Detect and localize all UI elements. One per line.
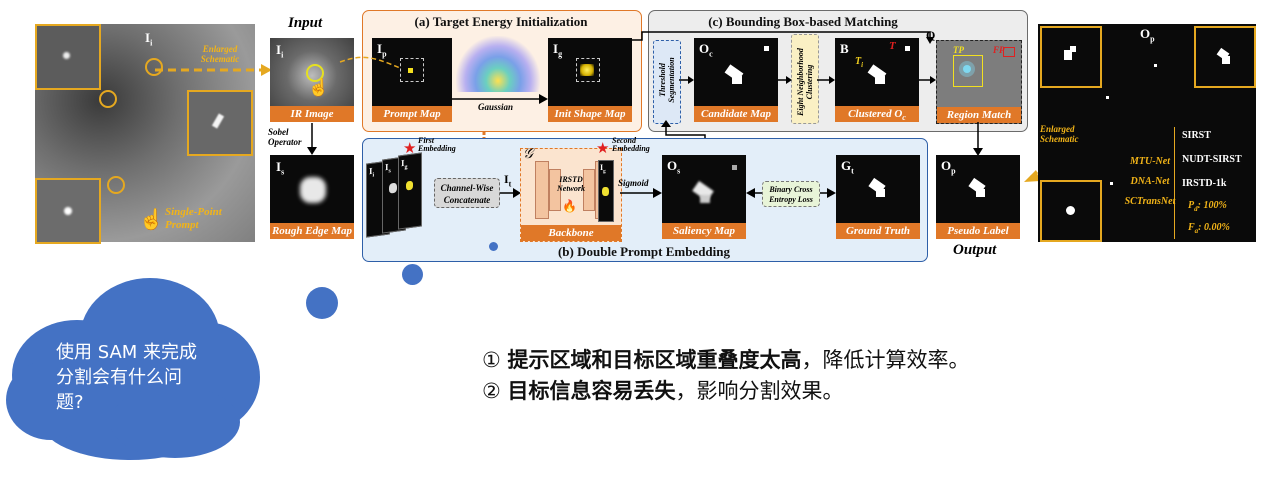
section-a-title: (a) Target Energy Initialization	[414, 14, 588, 29]
left-target-ring-2	[99, 90, 117, 108]
answers-list: ① 提示区域和目标区域重叠度太高，降低计算效率。 ② 目标信息容易丢失，影响分割…	[482, 345, 970, 407]
right-zoom-box-top-right	[1194, 26, 1256, 88]
section-b-title: (b) Double Prompt Embedding	[557, 244, 731, 259]
right-enlarged-label: Enlarged Schematic	[1040, 124, 1079, 144]
clustered-map-label: Clustered Oc	[835, 106, 919, 122]
pseudo-symbol: Op	[941, 158, 956, 176]
ir-image-label: IR Image	[270, 106, 354, 122]
right-output-panel: Op Enlarged Schematic MTU-Net DNA-Net SC…	[1038, 24, 1256, 242]
fp-label: FP	[993, 45, 1005, 55]
output-heading: Output	[953, 242, 997, 258]
left-zoom-box-top	[35, 24, 101, 90]
gaussian-label: Gaussian	[478, 102, 514, 112]
tp-label: TP	[953, 45, 964, 55]
eight-neighborhood-box: Eight Neighborhood Clustering	[791, 34, 819, 124]
hand-pointer-icon-small: ☝	[308, 78, 330, 97]
hand-pointer-icon: ☝	[139, 209, 164, 231]
gaussian-surface	[456, 36, 540, 92]
ground-truth-label: Ground Truth	[836, 223, 920, 239]
gt-symbol: Gt	[841, 158, 854, 176]
left-ir-panel: Ii Enlarged Schematic ☝ Single-Point Pro…	[35, 24, 255, 244]
thought-dot-small	[489, 242, 498, 251]
region-match-label: Region Match	[937, 107, 1021, 123]
loss-box: Binary Cross Entropy Loss	[762, 181, 820, 207]
ti-label: Ti	[855, 56, 864, 69]
ground-truth-thumb: Gt Ground Truth	[836, 155, 920, 239]
prompt-map-thumb: Ip Prompt Map	[372, 38, 452, 122]
rough-edge-thumb: Is Rough Edge Map	[270, 155, 354, 239]
dataset-sirst: SIRST	[1182, 130, 1211, 141]
pseudo-label-label: Pseudo Label	[936, 223, 1020, 239]
prompt-map-symbol: Ip	[377, 41, 387, 59]
rough-edge-label: Rough Edge Map	[270, 223, 354, 239]
datasets-list: SIRST NUDT-SIRST IRSTD-1k	[1182, 124, 1256, 196]
input-heading: Input	[288, 15, 323, 31]
init-shape-thumb: Ig Init Shape Map	[548, 38, 632, 122]
right-zoom-box-top-left	[1040, 26, 1102, 88]
method-sct: SCTransNet	[1124, 196, 1176, 207]
method-mtu: MTU-Net	[1130, 156, 1170, 167]
answer-item-1: ① 提示区域和目标区域重叠度太高，降低计算效率。	[482, 348, 970, 372]
backbone-label: Backbone	[521, 225, 621, 241]
it-symbol: It	[504, 172, 512, 189]
saliency-symbol: Os	[667, 158, 681, 176]
methods-list: MTU-Net DNA-Net SCTransNet	[1120, 152, 1180, 212]
section-c-title: (c) Bounding Box-based Matching	[708, 14, 898, 29]
region-match-thumb: TP FP Region Match	[936, 40, 1022, 124]
init-shape-label: Init Shape Map	[548, 106, 632, 122]
cloud-question: 使用 SAM 来完成分割会有什么问题?	[56, 342, 198, 413]
saliency-map-thumb: Os Saliency Map	[662, 155, 746, 239]
sobel-label: Sobel Operator	[268, 127, 302, 147]
left-prompt-label: Single-Point Prompt	[165, 206, 222, 231]
left-target-ring-1	[145, 58, 163, 76]
pseudo-label-thumb: Op Pseudo Label	[936, 155, 1020, 239]
method-dna: DNA-Net	[1130, 176, 1170, 187]
t-label: T	[889, 40, 896, 52]
g-symbol: 𝒢	[523, 147, 533, 162]
candidate-map-thumb: Oc Candidate Map	[694, 38, 778, 122]
concat-arrow	[500, 188, 521, 198]
concat-box: Channel-Wise Concatenate	[434, 178, 500, 208]
candidate-symbol: Oc	[699, 41, 713, 59]
clustered-map-thumb: B T Ti Clustered Oc	[835, 38, 919, 122]
second-embed-map: Ig	[598, 160, 614, 222]
fire-icon: 🔥	[562, 199, 577, 213]
ir-image-thumb: Ii ☝ IR Image	[270, 38, 354, 122]
fa-metric: Fa: 0.00%	[1188, 222, 1230, 235]
thought-dot-medium	[402, 264, 423, 285]
network-label: IRSTD Network	[557, 175, 585, 193]
pd-metric: Pd: 100%	[1188, 200, 1227, 213]
ir-image-symbol: Ii	[276, 42, 284, 60]
ir-target-ring	[306, 64, 324, 82]
init-shape-symbol: Ig	[553, 41, 563, 59]
metrics-divider	[1174, 127, 1255, 239]
left-enlarged-label: Enlarged Schematic	[200, 44, 240, 64]
saliency-map-label: Saliency Map	[662, 223, 746, 239]
left-zoom-box-mid	[187, 90, 253, 156]
left-target-ring-3	[107, 176, 125, 194]
sigmoid-arrow	[620, 188, 662, 198]
stack-ig: Ig	[398, 152, 422, 230]
right-zoom-box-bottom	[1040, 180, 1102, 242]
left-panel-symbol: Ii	[145, 30, 153, 48]
answer-item-2: ② 目标信息容易丢失，影响分割效果。	[482, 379, 844, 403]
right-panel-symbol: Op	[1140, 26, 1155, 44]
backbone-box: 𝒢 IRSTD Network 🔥 Backbone	[520, 147, 622, 242]
rough-edge-symbol: Is	[276, 159, 285, 177]
prompt-map-label: Prompt Map	[372, 106, 452, 122]
clustered-symbol: B	[840, 41, 849, 56]
sigmoid-label: Sigmoid	[618, 178, 649, 188]
threshold-box: Threshold Segmentation	[653, 40, 681, 124]
gaussian-arrow	[452, 94, 548, 104]
first-embedding-label: First Embedding	[418, 136, 456, 153]
dataset-irstd: IRSTD-1k	[1182, 178, 1227, 189]
second-star-icon: ★	[596, 141, 610, 157]
left-zoom-box-bottom	[35, 178, 101, 244]
second-embedding-label: Second Embedding	[612, 136, 650, 153]
enlarge-arrow	[155, 64, 272, 76]
thought-dot-large	[306, 287, 338, 319]
sobel-arrow	[307, 123, 317, 155]
dataset-nudt: NUDT-SIRST	[1182, 154, 1242, 165]
candidate-map-label: Candidate Map	[694, 106, 778, 122]
